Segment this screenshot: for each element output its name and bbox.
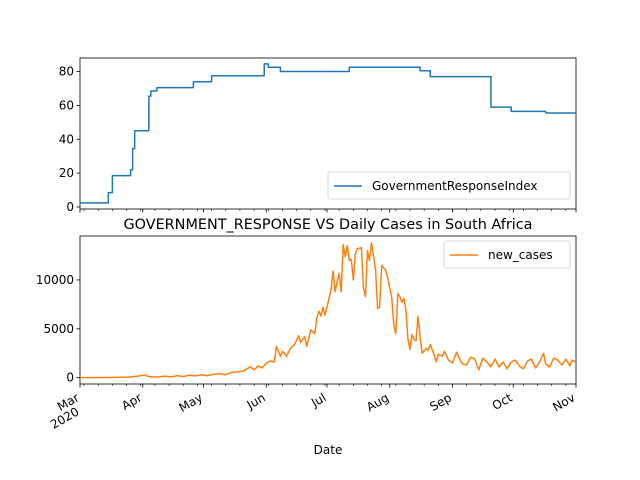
top-legend-box <box>327 171 571 200</box>
y-tick-label: 40 <box>59 132 74 146</box>
bottom-series <box>79 242 577 379</box>
y-tick-label: 5000 <box>43 322 74 336</box>
y-tick-label: 80 <box>59 65 74 79</box>
top-legend: GovernmentResponseIndex <box>327 171 571 200</box>
top-plot-frame <box>79 57 577 210</box>
top-series <box>80 63 576 204</box>
bottom-y-axis: 0 5000 10000 <box>36 273 80 385</box>
y-tick-label: 10000 <box>36 273 74 287</box>
y-tick-label: 20 <box>59 166 74 180</box>
y-tick-label: 0 <box>66 200 74 214</box>
x-tick-label: Sep <box>427 390 454 413</box>
x-tick-label: Jul <box>308 390 328 410</box>
top-x-axis <box>79 209 577 213</box>
top-panel: 0 20 40 60 80 GovernmentResponseIndex <box>59 57 577 214</box>
series-line-new_cases <box>79 242 577 379</box>
bottom-legend-label: new_cases <box>488 248 553 262</box>
top-legend-label: GovernmentResponseIndex <box>372 179 538 193</box>
x-tick-label: Apr <box>119 390 144 413</box>
chart-title: GOVERNMENT_RESPONSE VS Daily Cases in So… <box>124 217 533 233</box>
bottom-plot-frame <box>79 235 577 385</box>
x-tick-label: Jun <box>244 390 268 412</box>
bottom-legend-box <box>443 240 571 269</box>
top-y-axis: 0 20 40 60 80 <box>59 65 80 214</box>
bottom-legend: new_cases <box>443 240 571 269</box>
x-tick-label: Oct <box>490 390 515 413</box>
x-tick-label: May <box>177 390 205 415</box>
y-tick-label: 60 <box>59 98 74 112</box>
x-tick-label: Aug <box>364 390 391 414</box>
x-axis-label: Date <box>314 443 343 457</box>
series-line-GovernmentResponseIndex <box>80 63 576 204</box>
y-tick-label: 0 <box>66 371 74 385</box>
x-tick-label: Nov <box>550 390 577 414</box>
